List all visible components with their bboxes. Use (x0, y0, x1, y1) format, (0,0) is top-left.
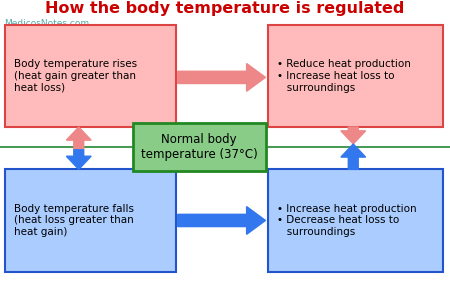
FancyBboxPatch shape (4, 169, 176, 272)
FancyArrow shape (341, 144, 365, 169)
FancyArrow shape (67, 150, 91, 169)
FancyArrow shape (178, 64, 266, 91)
FancyBboxPatch shape (4, 25, 176, 127)
Text: Normal body
temperature (37°C): Normal body temperature (37°C) (141, 133, 257, 161)
FancyArrow shape (67, 127, 91, 150)
FancyBboxPatch shape (268, 169, 443, 272)
FancyArrow shape (178, 207, 266, 234)
Text: Body temperature falls
(heat loss greater than
heat gain): Body temperature falls (heat loss greate… (14, 204, 134, 237)
Text: • Increase heat production
• Decrease heat loss to
   surroundings: • Increase heat production • Decrease he… (277, 204, 416, 237)
FancyArrow shape (341, 127, 365, 144)
Text: Body temperature rises
(heat gain greater than
heat loss): Body temperature rises (heat gain greate… (14, 59, 137, 93)
FancyBboxPatch shape (133, 123, 266, 171)
Text: How the body temperature is regulated: How the body temperature is regulated (45, 1, 405, 16)
Text: MedicosNotes.com: MedicosNotes.com (4, 19, 90, 28)
Text: • Reduce heat production
• Increase heat loss to
   surroundings: • Reduce heat production • Increase heat… (277, 59, 410, 93)
FancyBboxPatch shape (268, 25, 443, 127)
